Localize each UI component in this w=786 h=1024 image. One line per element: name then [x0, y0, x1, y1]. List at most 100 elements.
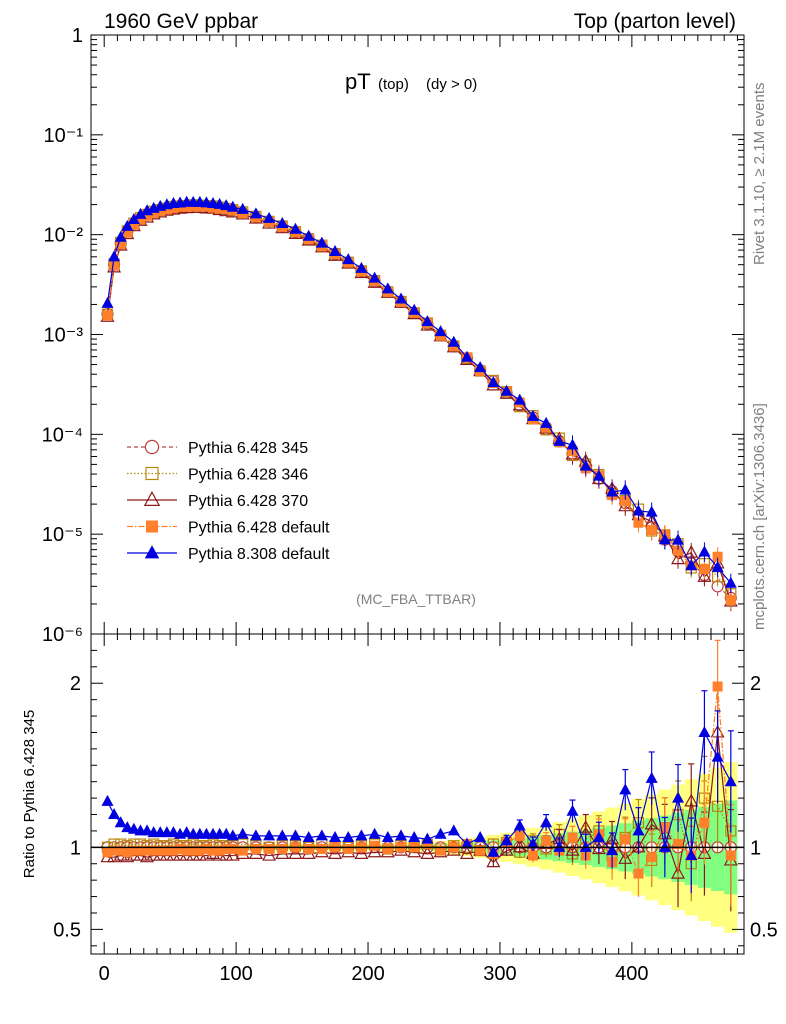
main-point-p8def: [724, 576, 737, 588]
ratio-y-tick-label: 0.5: [53, 919, 81, 941]
main-point-p8def: [592, 469, 605, 481]
main-point-p8def: [121, 219, 134, 231]
ratio-point-p8def: [566, 804, 579, 816]
main-series-layer: [100, 195, 738, 612]
main-point-p6def: [128, 219, 139, 230]
ratio-point-p6def: [115, 845, 126, 856]
analysis-tag: (MC_FBA_TTBAR): [356, 591, 476, 607]
main-y-tick-label: 1: [72, 25, 83, 47]
ratio-point-p6def: [725, 850, 736, 861]
plot-title-sub1: (top): [378, 76, 409, 93]
main-point-p8def: [355, 261, 368, 273]
ratio-point-p6def: [250, 843, 261, 854]
main-point-p6def: [725, 595, 736, 606]
ratio-point-p8def: [540, 816, 553, 828]
plot-title-sub2: (dy > 0): [426, 76, 477, 93]
ratio-point-p8def: [249, 829, 262, 841]
main-point-p8def: [685, 559, 698, 571]
main-point-p8def: [672, 533, 685, 545]
ratio-point-p6def: [316, 843, 327, 854]
main-point-p6def: [168, 203, 179, 214]
main-point-p8def: [236, 202, 249, 214]
main-y-tick-label: 10⁻⁶: [42, 624, 83, 646]
ratio-point-p8def: [421, 832, 434, 844]
ratio-y-tick-label: 2: [750, 673, 761, 695]
legend-label-p345: Pythia 6.428 345: [188, 440, 308, 457]
main-point-p8def: [421, 315, 434, 327]
main-point-p8def: [645, 505, 658, 517]
ratio-point-p8def: [553, 840, 566, 852]
main-point-p8def: [226, 200, 239, 212]
collision-label: 1960 GeV ppbar: [104, 10, 258, 33]
main-point-p6def: [115, 239, 126, 250]
ratio-point-p6def: [214, 845, 225, 856]
ratio-point-p8def: [329, 830, 342, 842]
main-point-p8def: [460, 350, 473, 362]
ratio-point-p8def: [289, 829, 302, 841]
main-y-tick-label: 10⁻²: [44, 225, 84, 247]
ratio-point-p6def: [142, 845, 153, 856]
ratio-point-p8def: [226, 829, 239, 841]
ratio-point-p370: [565, 842, 580, 856]
ratio-point-p8def: [395, 829, 408, 841]
ratio-point-p8def: [434, 827, 447, 839]
ratio-point-p8def: [381, 830, 394, 842]
ratio-point-p8def: [658, 840, 671, 852]
main-point-p6def: [646, 525, 657, 536]
main-point-p8def: [329, 244, 342, 256]
main-y-tick-label: 10⁻¹: [44, 125, 84, 147]
main-series-line-p6def: [106, 205, 732, 601]
legend-label-p346: Pythia 6.428 346: [188, 467, 308, 484]
plot-title-main: pT: [345, 69, 371, 94]
ratio-point-p370: [684, 793, 699, 807]
ratio-point-p6def: [201, 843, 212, 854]
ratio-point-p6def: [135, 845, 146, 856]
main-point-p8def: [513, 393, 526, 405]
ratio-point-p6def: [128, 845, 139, 856]
ratio-point-p6def: [369, 840, 380, 851]
ratio-point-p8def: [698, 725, 711, 737]
ratio-point-p370: [459, 846, 474, 859]
main-point-p6def: [712, 551, 723, 562]
ratio-y-tick-label: 0.5: [750, 919, 778, 941]
ratio-point-p6def: [303, 843, 314, 854]
ratio-y-tick-label: 1: [70, 837, 81, 859]
main-point-p8def: [101, 296, 114, 308]
main-point-p6def: [135, 214, 146, 225]
main-point-p8def: [134, 207, 147, 219]
ratio-point-p8def: [101, 794, 114, 806]
main-point-p8def: [127, 212, 140, 224]
legend-label-p6def: Pythia 6.428 default: [188, 520, 330, 537]
legend-marker-p345: [144, 439, 160, 455]
ratio-point-p8def: [513, 819, 526, 831]
main-point-p6def: [673, 545, 684, 556]
ratio-point-p8def: [474, 830, 487, 842]
legend-label-p8def: Pythia 8.308 default: [188, 546, 330, 563]
ratio-point-p6def: [527, 850, 538, 861]
main-point-p8def: [434, 325, 447, 337]
main-point-p6def: [620, 495, 631, 506]
ratio-point-p8def: [672, 791, 685, 803]
legend-marker-p370: [143, 490, 161, 506]
ratio-point-p6def: [161, 845, 172, 856]
ratio-point-p6def: [194, 845, 205, 856]
main-point-p8def: [632, 504, 645, 516]
ratio-point-p8def: [460, 837, 473, 849]
ratio-point-p6def: [175, 843, 186, 854]
ratio-point-p6def: [514, 830, 525, 841]
main-y-tick-label: 10⁻³: [44, 325, 84, 347]
rivet-label: Rivet 3.1.10, ≥ 2.1M events: [751, 83, 768, 266]
legend-marker-p346: [145, 466, 159, 481]
main-point-p8def: [553, 434, 566, 446]
main-point-p8def: [500, 384, 513, 396]
ratio-point-p6def: [237, 845, 248, 856]
main-plot-frame: [90, 34, 745, 635]
ratio-point-p370: [671, 865, 686, 879]
ratio-point-p6def: [633, 868, 644, 879]
main-point-p8def: [368, 271, 381, 283]
x-tick-label: 200: [351, 963, 384, 985]
legend: Pythia 6.428 345 Pythia 6.428 346 Pythia 6…: [127, 439, 330, 563]
main-point-p370: [671, 551, 686, 565]
main-point-p8def: [540, 416, 553, 428]
ratio-point-p8def: [711, 750, 724, 762]
